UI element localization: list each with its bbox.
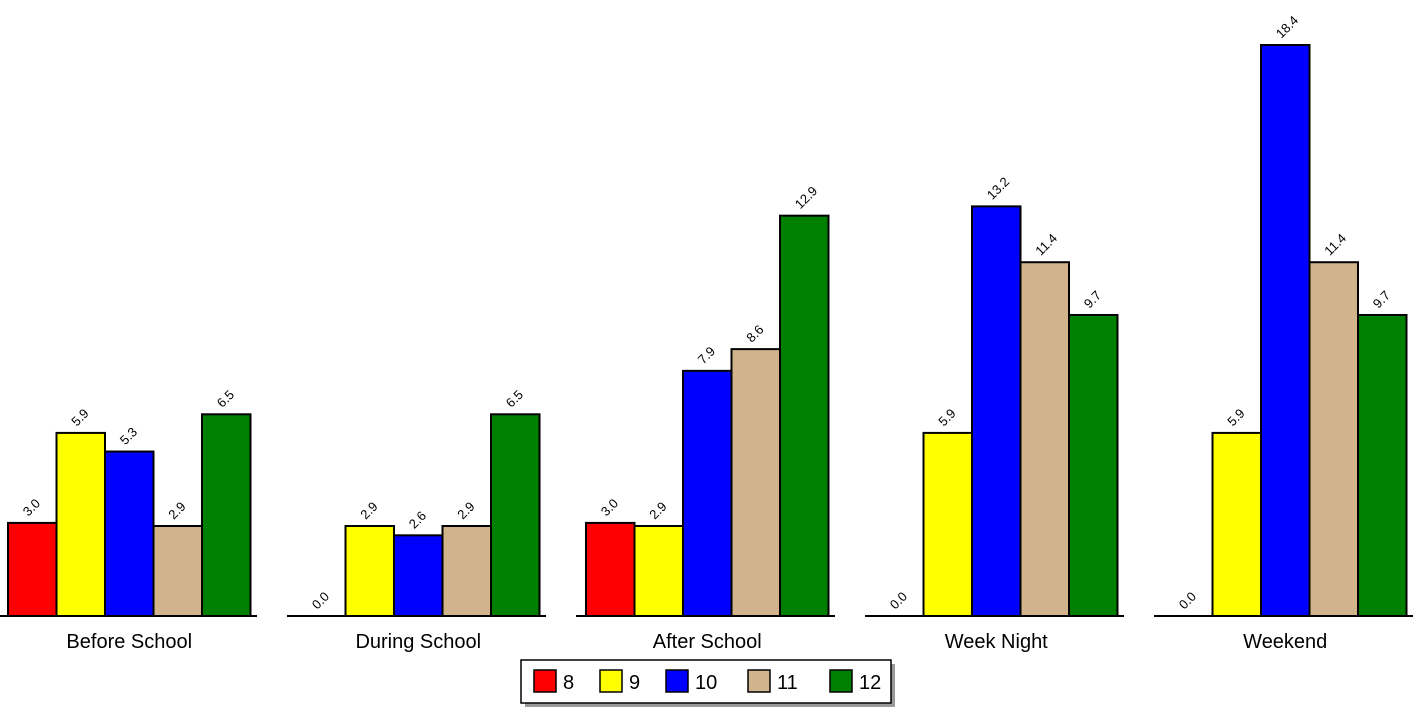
category-label: During School [355, 631, 481, 653]
legend-swatch [829, 669, 853, 693]
bar-group-3: 0.0 5.9 13.2 11.4 9.7 Week Night [865, 174, 1124, 653]
bar [922, 431, 973, 618]
value-label: 3.0 [598, 496, 621, 519]
value-label: 3.0 [20, 496, 43, 519]
bar-group-4: 0.0 5.9 18.4 11.4 9.7 Weekend [1154, 13, 1413, 653]
value-label: 8.6 [743, 322, 766, 345]
bar [1211, 431, 1262, 618]
value-label: 2.9 [454, 499, 477, 522]
bar [1308, 261, 1359, 617]
legend-item-9: 9 [599, 669, 640, 694]
value-label: 5.9 [1224, 406, 1247, 429]
bar [1357, 313, 1408, 617]
legend-item-11: 11 [747, 669, 798, 694]
value-label: 13.2 [984, 174, 1013, 203]
category-label: Weekend [1243, 631, 1327, 653]
value-label: 0.0 [887, 589, 910, 612]
value-label: 0.0 [309, 589, 332, 612]
bar [55, 431, 106, 618]
value-label: 2.6 [406, 508, 429, 531]
category-label: Before School [66, 631, 192, 653]
bar [682, 369, 733, 617]
bar [7, 521, 58, 617]
legend: 8 9 10 11 12 [520, 659, 895, 707]
bar [1068, 313, 1119, 617]
value-label: 5.9 [68, 406, 91, 429]
legend-swatch [533, 669, 557, 693]
bar [104, 450, 155, 617]
bar [633, 525, 684, 617]
legend-item-12: 12 [829, 669, 881, 694]
value-label: 0.0 [1176, 589, 1199, 612]
bar [1019, 261, 1070, 617]
bar-group-0: 3.0 5.9 5.3 2.9 6.5 Before School [0, 387, 257, 653]
value-label: 11.4 [1032, 231, 1060, 259]
bar [779, 214, 830, 617]
value-label: 5.3 [117, 424, 140, 447]
bar [730, 348, 781, 617]
bar-group-2: 3.0 2.9 7.9 8.6 12.9 After School [576, 183, 835, 653]
bar [585, 521, 636, 617]
bar [1260, 44, 1311, 617]
legend-label: 11 [777, 672, 798, 694]
legend-label: 10 [695, 672, 717, 694]
value-label: 6.5 [214, 387, 237, 410]
legend-swatch [747, 669, 771, 693]
bar [393, 534, 444, 618]
bar [152, 525, 203, 617]
bar [344, 525, 395, 617]
legend-swatch [665, 669, 689, 693]
legend-label: 9 [629, 672, 640, 694]
legend-label: 8 [563, 672, 574, 694]
value-label: 9.7 [1081, 288, 1104, 311]
value-label: 5.9 [935, 406, 958, 429]
legend-item-10: 10 [665, 669, 717, 694]
bar [441, 525, 492, 617]
value-label: 6.5 [503, 387, 526, 410]
value-label: 2.9 [646, 499, 669, 522]
bar [490, 413, 541, 618]
value-label: 18.4 [1273, 13, 1302, 42]
bar [971, 205, 1022, 617]
value-label: 11.4 [1321, 231, 1349, 259]
bar-group-1: 0.0 2.9 2.6 2.9 6.5 During School [287, 387, 546, 653]
value-label: 2.9 [357, 499, 380, 522]
legend-item-8: 8 [533, 669, 574, 694]
value-label: 12.9 [792, 183, 821, 212]
legend-swatch [599, 669, 623, 693]
value-label: 2.9 [165, 499, 188, 522]
bar-groups: 3.0 5.9 5.3 2.9 6.5 Before School 0.0 2.9 2.6 2.9… [0, 13, 1413, 653]
bar [201, 413, 252, 618]
value-label: 9.7 [1370, 288, 1393, 311]
legend-label: 12 [859, 672, 881, 694]
value-label: 7.9 [695, 344, 718, 367]
category-label: Week Night [945, 631, 1048, 653]
category-label: After School [653, 631, 762, 653]
